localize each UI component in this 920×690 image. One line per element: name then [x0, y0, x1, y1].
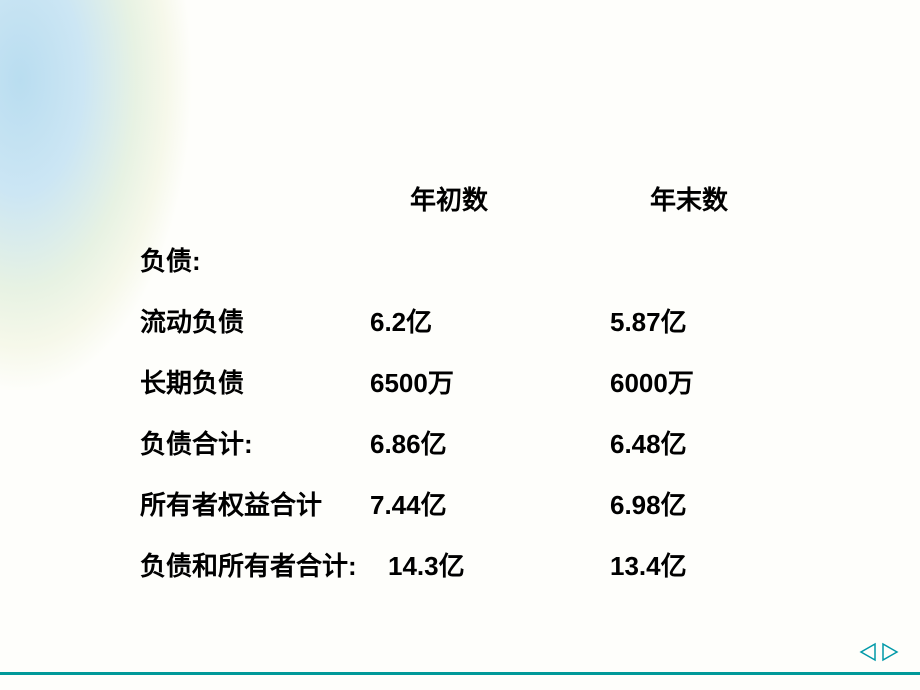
table-row: 负债和所有者合计: 14.3亿 13.4亿	[140, 546, 840, 583]
financial-table: 年初数 年末数 负债: 流动负债 6.2亿 5.87亿 长期负债 6500万 6…	[140, 180, 840, 607]
row-end: 6000万	[610, 363, 810, 400]
row-label: 流动负债	[140, 302, 370, 339]
row-begin: 6500万	[370, 363, 610, 400]
row-end: 6.98亿	[610, 485, 810, 522]
row-end: 13.4亿	[610, 546, 810, 583]
section-label-row: 负债:	[140, 241, 840, 278]
next-arrow-icon[interactable]	[880, 642, 900, 662]
table-header-row: 年初数 年末数	[140, 180, 840, 217]
row-begin: 6.2亿	[370, 302, 610, 339]
header-begin: 年初数	[370, 180, 610, 217]
row-label: 长期负债	[140, 363, 370, 400]
row-end: 5.87亿	[610, 302, 810, 339]
prev-arrow-icon[interactable]	[858, 642, 878, 662]
row-begin: 14.3亿	[388, 546, 610, 583]
row-label: 负债和所有者合计:	[140, 546, 388, 583]
row-begin: 6.86亿	[370, 424, 610, 461]
table-row: 负债合计: 6.86亿 6.48亿	[140, 424, 840, 461]
table-row: 所有者权益合计 7.44亿 6.98亿	[140, 485, 840, 522]
table-row: 流动负债 6.2亿 5.87亿	[140, 302, 840, 339]
header-end: 年末数	[610, 180, 810, 217]
row-begin: 7.44亿	[370, 485, 610, 522]
row-label: 所有者权益合计	[140, 485, 370, 522]
section-label: 负债:	[140, 241, 370, 278]
bottom-accent-line	[0, 672, 920, 675]
row-end: 6.48亿	[610, 424, 810, 461]
nav-arrows	[858, 642, 900, 662]
row-label: 负债合计:	[140, 424, 370, 461]
table-row: 长期负债 6500万 6000万	[140, 363, 840, 400]
